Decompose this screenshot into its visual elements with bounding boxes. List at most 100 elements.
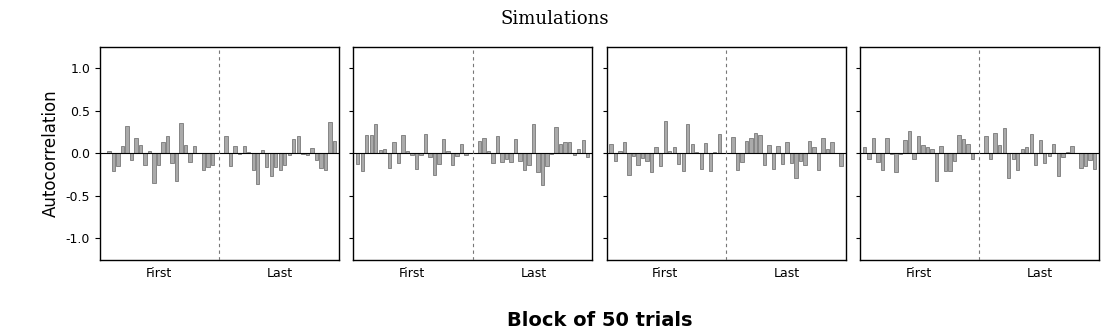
Bar [206, 153, 210, 167]
Bar [143, 153, 147, 165]
Bar [387, 153, 391, 167]
Bar [1048, 153, 1051, 156]
Bar [405, 151, 410, 153]
Bar [152, 153, 155, 183]
Bar [1092, 153, 1096, 168]
Bar [170, 153, 174, 163]
Bar [1030, 135, 1033, 153]
Bar [962, 140, 966, 153]
Bar [862, 147, 866, 153]
Bar [189, 153, 192, 162]
Bar [886, 138, 889, 153]
Bar [501, 153, 504, 162]
Bar [320, 153, 323, 167]
Bar [568, 143, 572, 153]
Bar [121, 146, 124, 153]
Bar [224, 136, 228, 153]
Bar [523, 153, 526, 170]
Bar [464, 153, 467, 155]
Bar [645, 153, 649, 161]
Bar [673, 147, 676, 153]
Bar [161, 143, 164, 153]
Bar [180, 123, 183, 153]
Bar [496, 137, 500, 153]
Bar [265, 153, 269, 167]
Bar [437, 153, 441, 164]
Bar [1025, 147, 1029, 153]
Bar [329, 122, 332, 153]
Bar [279, 153, 282, 170]
Bar [505, 153, 508, 159]
Bar [813, 147, 816, 153]
Bar [1079, 153, 1082, 168]
Bar [134, 139, 138, 153]
Text: Simulations: Simulations [501, 10, 609, 28]
Bar [745, 141, 748, 153]
Bar [1016, 153, 1019, 170]
Bar [193, 146, 196, 153]
Bar [527, 153, 531, 166]
Bar [365, 135, 369, 153]
Bar [108, 151, 111, 153]
Bar [632, 153, 635, 156]
Bar [1002, 129, 1006, 153]
Bar [261, 151, 264, 153]
Bar [238, 153, 241, 154]
Bar [175, 153, 179, 181]
Bar [708, 153, 712, 171]
Bar [839, 153, 842, 166]
Bar [442, 139, 445, 153]
Bar [301, 153, 304, 154]
Bar [636, 153, 639, 165]
Bar [415, 153, 418, 169]
Bar [655, 147, 658, 153]
Bar [623, 142, 626, 153]
Bar [771, 153, 775, 169]
Bar [379, 151, 382, 153]
Bar [754, 133, 757, 153]
Bar [451, 153, 454, 165]
Bar [926, 147, 929, 153]
Bar [821, 138, 825, 153]
Bar [758, 135, 761, 153]
Bar [396, 153, 400, 163]
Bar [392, 142, 395, 153]
Bar [998, 145, 1001, 153]
Bar [880, 153, 885, 170]
Bar [989, 153, 992, 159]
Bar [939, 146, 942, 153]
Bar [361, 153, 364, 171]
Bar [904, 141, 907, 153]
Bar [483, 138, 486, 153]
Bar [871, 139, 875, 153]
Bar [420, 153, 423, 156]
Bar [202, 153, 205, 170]
Bar [1052, 145, 1056, 153]
Bar [677, 153, 680, 164]
Bar [627, 153, 630, 174]
Bar [274, 153, 278, 167]
Bar [1057, 153, 1060, 176]
Bar [573, 153, 576, 156]
Bar [549, 153, 554, 155]
Bar [518, 153, 522, 161]
Bar [1070, 146, 1073, 153]
Bar [411, 153, 414, 156]
Bar [804, 153, 807, 165]
Bar [640, 153, 644, 159]
Bar [256, 153, 260, 184]
Bar [1043, 153, 1047, 164]
Bar [686, 125, 689, 153]
Bar [333, 142, 336, 153]
Bar [664, 121, 667, 153]
Y-axis label: Autocorrelation: Autocorrelation [42, 89, 60, 217]
Text: Block of 50 trials: Block of 50 trials [506, 311, 693, 330]
Bar [370, 135, 373, 153]
Bar [785, 142, 788, 153]
Bar [559, 144, 563, 153]
Bar [817, 153, 820, 170]
Bar [1088, 153, 1091, 160]
Bar [948, 153, 951, 171]
Bar [125, 126, 129, 153]
Bar [487, 151, 491, 153]
